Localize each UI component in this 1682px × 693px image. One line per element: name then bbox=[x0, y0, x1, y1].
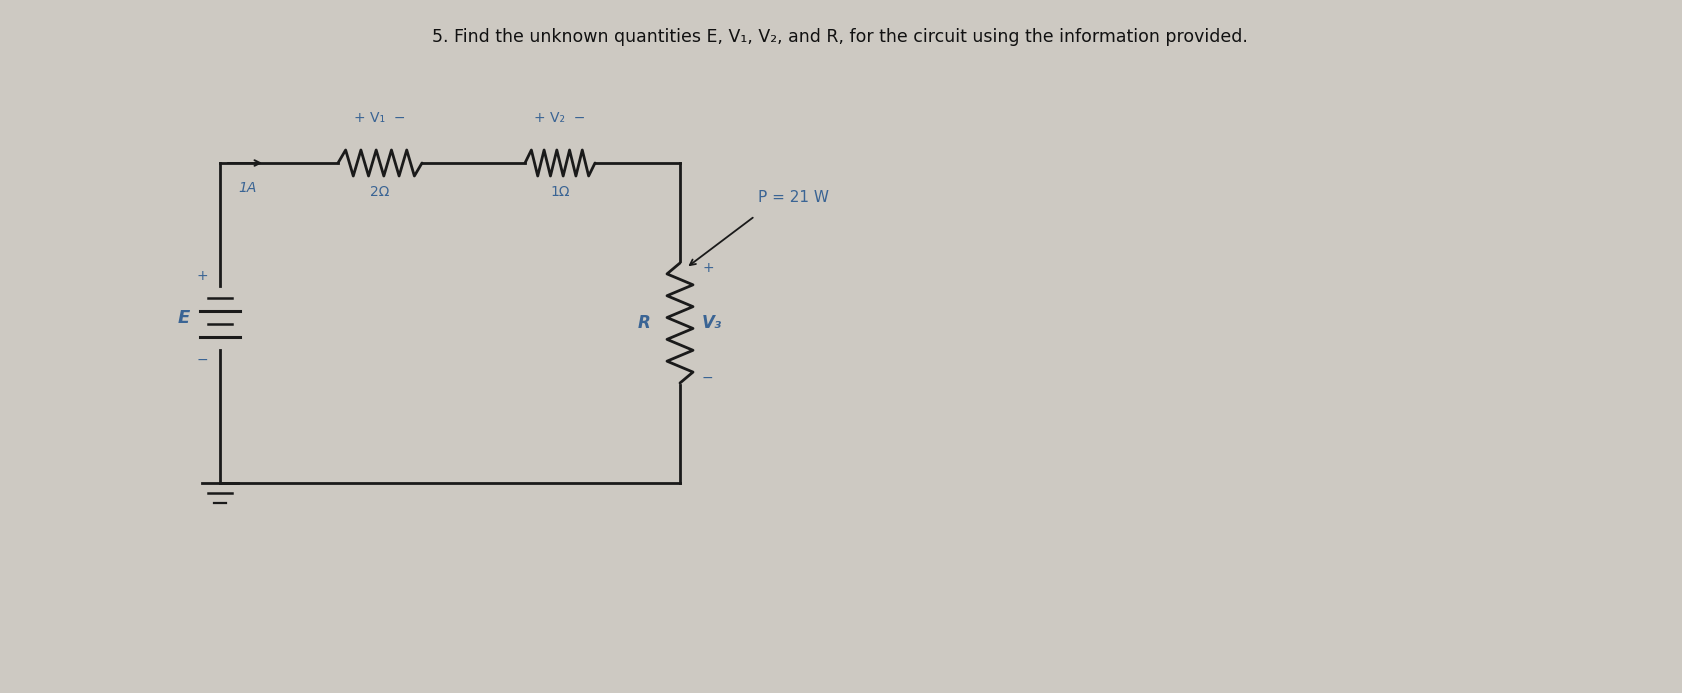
Text: E: E bbox=[178, 309, 190, 327]
Text: 1Ω: 1Ω bbox=[550, 185, 570, 199]
Text: R: R bbox=[637, 314, 649, 332]
Text: V₃: V₃ bbox=[701, 314, 722, 332]
Text: 5. Find the unknown quantities E, V₁, V₂, and R, for the circuit using the infor: 5. Find the unknown quantities E, V₁, V₂… bbox=[432, 28, 1246, 46]
Text: + V₂  −: + V₂ − bbox=[533, 111, 585, 125]
Text: + V₁  −: + V₁ − bbox=[353, 111, 405, 125]
Text: −: − bbox=[197, 353, 207, 367]
Text: +: + bbox=[197, 269, 207, 283]
Text: +: + bbox=[701, 261, 713, 275]
Text: 2Ω: 2Ω bbox=[370, 185, 390, 199]
Text: P = 21 W: P = 21 W bbox=[757, 191, 829, 206]
Text: −: − bbox=[701, 371, 713, 385]
Text: 1A: 1A bbox=[239, 181, 257, 195]
